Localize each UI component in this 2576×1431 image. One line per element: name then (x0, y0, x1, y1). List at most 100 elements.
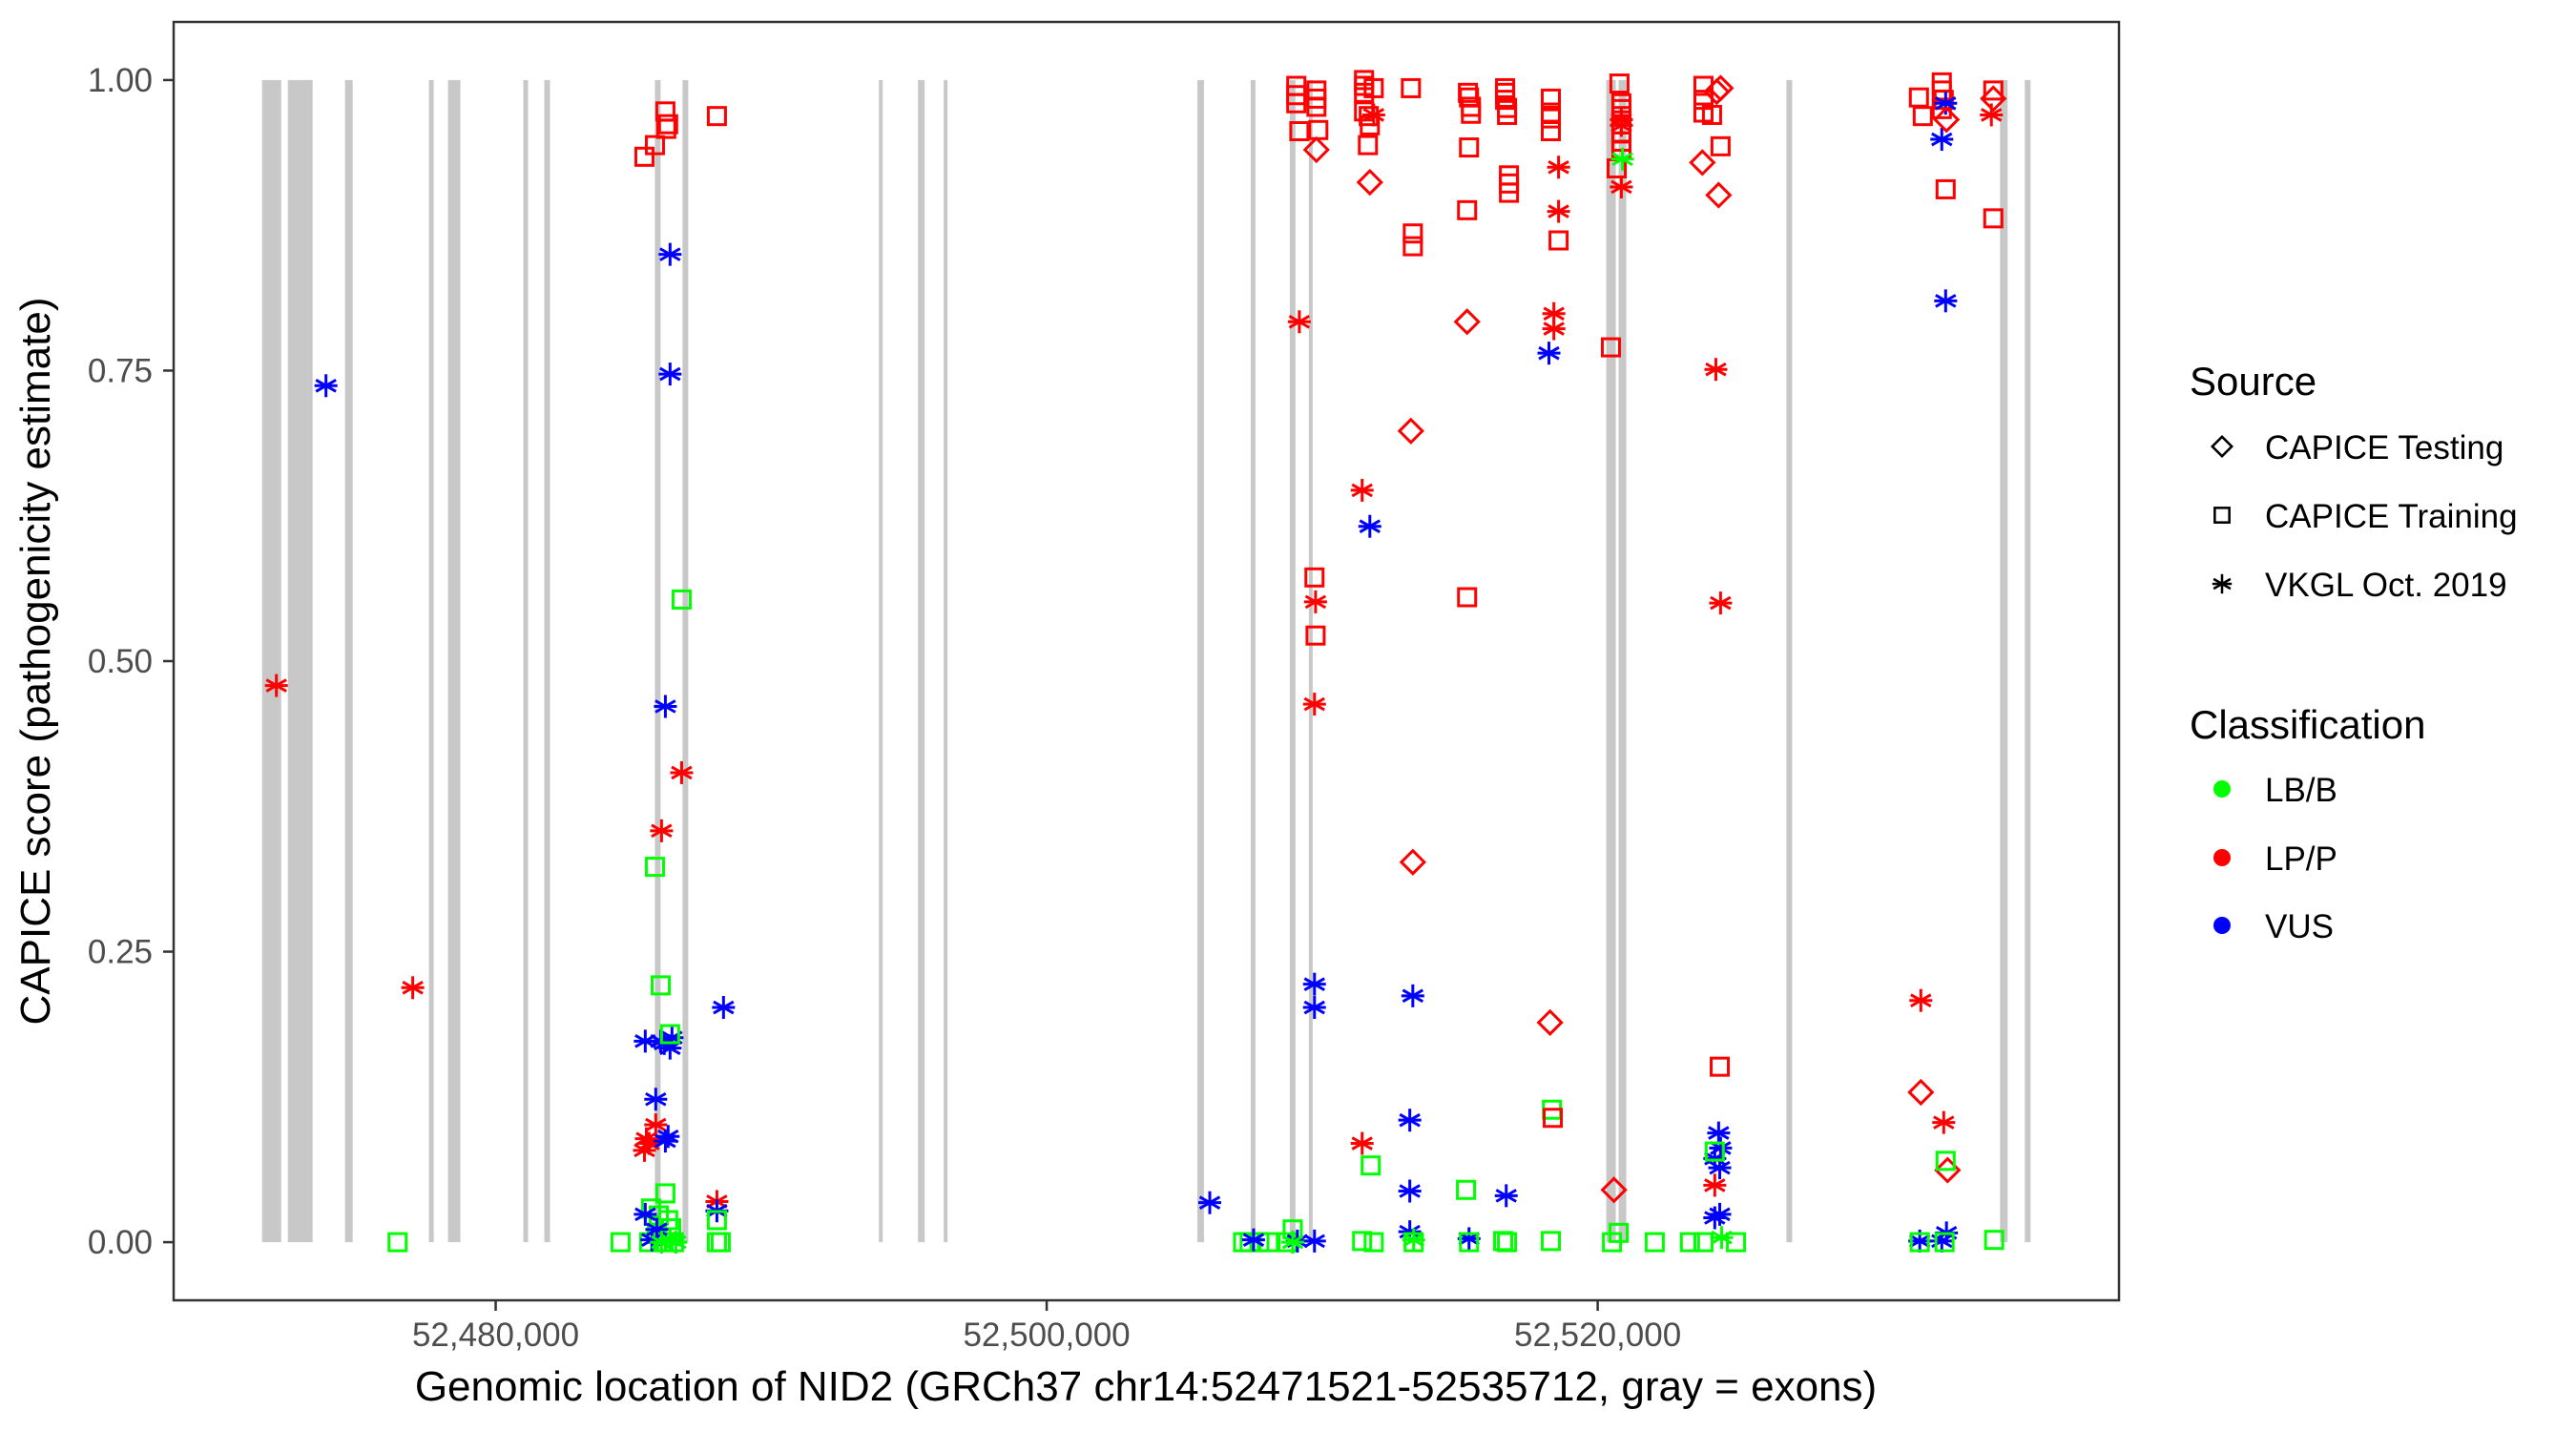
x-tick-label: 52,480,000 (412, 1317, 579, 1354)
data-point-training (671, 589, 692, 610)
exon-bar (879, 79, 883, 1243)
data-point-training (1461, 103, 1482, 124)
data-point-training (1701, 104, 1722, 125)
data-point-training (1935, 178, 1956, 199)
exon-bar (261, 79, 281, 1243)
data-point-vkgl (1494, 1184, 1518, 1208)
data-point-training (1983, 80, 2004, 101)
data-point-training (1457, 587, 1478, 608)
x-tick-label: 52,520,000 (1514, 1317, 1681, 1354)
exon-bar (682, 79, 689, 1243)
data-point-training (1541, 121, 1562, 142)
data-point-vkgl (712, 996, 736, 1020)
data-point-training (659, 1024, 680, 1045)
exon-bars (261, 79, 2031, 1243)
data-point-vkgl (1537, 342, 1561, 365)
exon-bar (544, 79, 551, 1243)
legend-classification-title: Classification (2190, 702, 2425, 747)
data-point-training (1363, 1232, 1384, 1253)
data-point-vkgl (645, 1217, 669, 1241)
exon-bar (2025, 79, 2031, 1243)
data-point-training (1286, 93, 1307, 114)
data-point-testing (1397, 417, 1424, 445)
data-point-vkgl (1302, 1229, 1326, 1253)
data-point-training (634, 146, 654, 167)
legend-label-lb-b: LB/B (2265, 772, 2337, 809)
data-point-training (1983, 208, 2004, 229)
data-point-vkgl (1542, 317, 1566, 341)
data-point-vkgl (1708, 1202, 1732, 1226)
data-point-training (1541, 1231, 1562, 1252)
data-point-vkgl (1198, 1191, 1222, 1214)
data-points (264, 70, 2007, 1255)
exon-bar (1308, 79, 1313, 1243)
data-point-training (644, 857, 665, 878)
y-tick-label: 0.75 (88, 352, 153, 389)
exon-bar (1606, 79, 1616, 1243)
data-point-training (655, 118, 676, 139)
y-axis: 0.00 0.25 0.50 0.75 1.00 (88, 62, 174, 1261)
diamond-icon (2210, 434, 2234, 459)
data-point-training (1909, 1232, 1930, 1253)
data-point-vkgl (1610, 147, 1634, 171)
data-point-training (1541, 108, 1562, 129)
y-tick-label: 0.50 (88, 643, 153, 680)
data-point-testing (1356, 168, 1383, 197)
data-point-training (1459, 137, 1480, 158)
data-point-vkgl (1302, 996, 1326, 1020)
data-point-training (1456, 1179, 1477, 1200)
exon-bar (447, 79, 461, 1243)
data-point-training (1912, 106, 1933, 127)
data-point-vkgl (1542, 301, 1566, 325)
x-axis-title: Genomic location of NID2 (GRCh37 chr14:5… (415, 1363, 1877, 1410)
data-point-vkgl (1932, 1110, 1956, 1134)
data-point-testing (1600, 1176, 1628, 1204)
y-axis-title: CAPICE score (pathogenicity estimate) (12, 298, 59, 1026)
data-point-training (1304, 567, 1325, 588)
data-point-vkgl (1707, 1121, 1731, 1145)
data-point-vkgl (1303, 590, 1327, 613)
data-point-training (1361, 1155, 1381, 1176)
data-point-training (1984, 1230, 2005, 1251)
data-point-vkgl (1398, 1109, 1422, 1132)
legend-item-lb-b: LB/B (2213, 772, 2337, 809)
data-point-vkgl (658, 363, 682, 386)
data-point-vkgl (1610, 114, 1633, 137)
legend-source-title: Source (2190, 359, 2316, 404)
data-point-training (1710, 135, 1731, 156)
data-point-training (710, 1232, 731, 1253)
data-point-vkgl (1302, 972, 1326, 996)
legend-classification: Classification LB/B LP/P VUS (2190, 702, 2425, 945)
data-point-vkgl (314, 374, 338, 398)
asterisk-icon (2212, 573, 2233, 594)
data-point-testing (1453, 308, 1481, 336)
data-point-training (1541, 88, 1562, 109)
data-point-vkgl (658, 242, 682, 266)
data-point-testing (1705, 181, 1733, 209)
data-point-vkgl (1350, 1131, 1374, 1155)
legend-label-capice-training: CAPICE Training (2265, 498, 2518, 535)
data-point-vkgl (1302, 693, 1326, 716)
legend-item-capice-training: CAPICE Training (2213, 498, 2518, 535)
data-point-training (706, 1210, 727, 1231)
data-point-training (1459, 1232, 1480, 1253)
data-point-vkgl (654, 695, 677, 718)
exon-bar (654, 79, 661, 1243)
data-point-training (654, 1183, 675, 1204)
data-point-training (1289, 121, 1310, 142)
data-point-training (1497, 104, 1518, 125)
data-point-training (1710, 1056, 1731, 1077)
data-point-testing (1536, 1008, 1564, 1036)
data-point-training (610, 1232, 631, 1253)
red-dot-icon (2213, 849, 2231, 866)
data-point-vkgl (1709, 591, 1733, 615)
data-point-training (1704, 1141, 1725, 1162)
data-point-vkgl (1703, 1173, 1727, 1197)
data-point-vkgl (401, 976, 425, 1000)
data-point-vkgl (1980, 103, 2004, 127)
data-point-training (1457, 199, 1478, 220)
data-point-vkgl (1930, 128, 1954, 152)
exon-bar (1618, 79, 1627, 1243)
data-point-testing (1689, 149, 1716, 176)
